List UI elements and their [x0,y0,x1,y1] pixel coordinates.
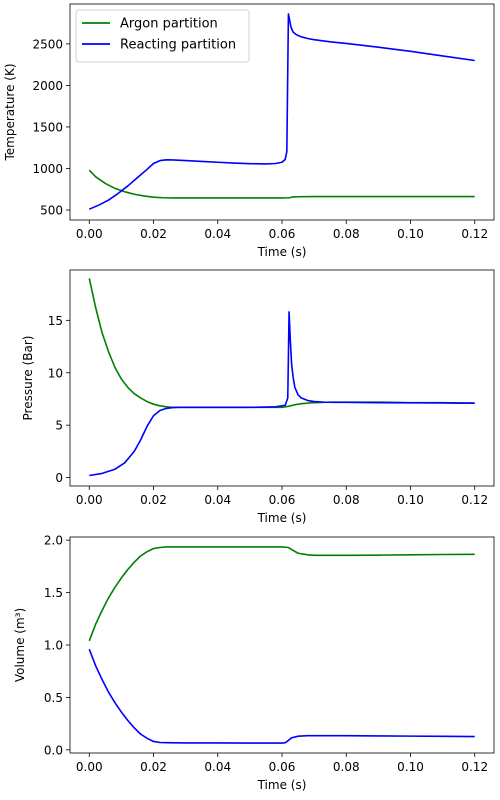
y-tick-label: 2500 [32,37,63,51]
legend [75,9,250,63]
y-tick-label: 500 [40,204,63,218]
x-tick-label: 0.10 [397,493,424,507]
x-axis-label: Time (s) [257,511,307,525]
panel-3: 0.00 0.02 0.04 0.06 0.08 0.10 0.12 0.0 0.5 1.0 1.5… [13,534,495,792]
axes-frame [69,536,495,754]
panel-2: 0.00 0.02 0.04 0.06 0.08 0.10 0.12 0 5 10 15 Time (… [21,269,495,525]
y-axis-label: Pressure (Bar) [21,336,35,421]
x-tick-label: 0.06 [269,493,296,507]
legend-label: Argon partition [120,17,218,32]
x-tick-label: 0.06 [269,760,296,774]
x-tick-label: 0.04 [204,493,231,507]
y-tick-label: 1000 [32,162,63,176]
y-tick-label: 1500 [32,120,63,134]
x-tick-label: 0.08 [333,227,360,241]
y-tick-label: 0 [55,471,63,485]
x-tick-label: 0.04 [204,760,231,774]
x-tick-label: 0.00 [76,493,103,507]
panel-1: 0.00 0.02 0.04 0.06 0.08 0.10 0.12 500 1000 1500 2… [3,3,495,259]
x-tick-label: 0.02 [140,760,167,774]
y-tick-label: 0.5 [44,691,63,705]
x-tick-label: 0.12 [461,493,488,507]
x-tick-label: 0.00 [76,760,103,774]
x-tick-label: 0.08 [333,760,360,774]
x-tick-label: 0.02 [140,227,167,241]
y-tick-label: 1.5 [44,586,63,600]
x-tick-label: 0.08 [333,493,360,507]
x-tick-label: 0.06 [269,227,296,241]
x-tick-label: 0.10 [397,227,424,241]
x-tick-label: 0.12 [461,227,488,241]
y-tick-label: 2.0 [44,534,63,548]
x-axis-label: Time (s) [257,778,307,792]
series-line-argon-partition [88,169,475,199]
legend-label: Reacting partition [120,38,236,53]
y-tick-label: 1.0 [44,639,63,653]
series-line-blue [88,648,475,744]
y-axis-label: Temperature (K) [3,63,17,161]
x-tick-label: 0.10 [397,760,424,774]
series-line-blue [89,311,475,477]
y-tick-label: 2000 [32,79,63,93]
series-line-green [88,278,475,409]
y-tick-label: 5 [55,419,63,433]
y-tick-label: 10 [48,366,63,380]
series-line-green [88,546,475,642]
y-tick-label: 0.0 [44,743,63,757]
x-tick-label: 0.02 [140,493,167,507]
axes-frame [69,269,495,487]
x-tick-label: 0.00 [76,227,103,241]
y-tick-label: 15 [48,314,63,328]
x-tick-label: 0.04 [204,227,231,241]
series-line-reacting-partition [88,13,475,210]
y-axis-label: Volume (m³) [13,608,27,682]
x-tick-label: 0.12 [461,760,488,774]
x-axis-label: Time (s) [257,245,307,259]
